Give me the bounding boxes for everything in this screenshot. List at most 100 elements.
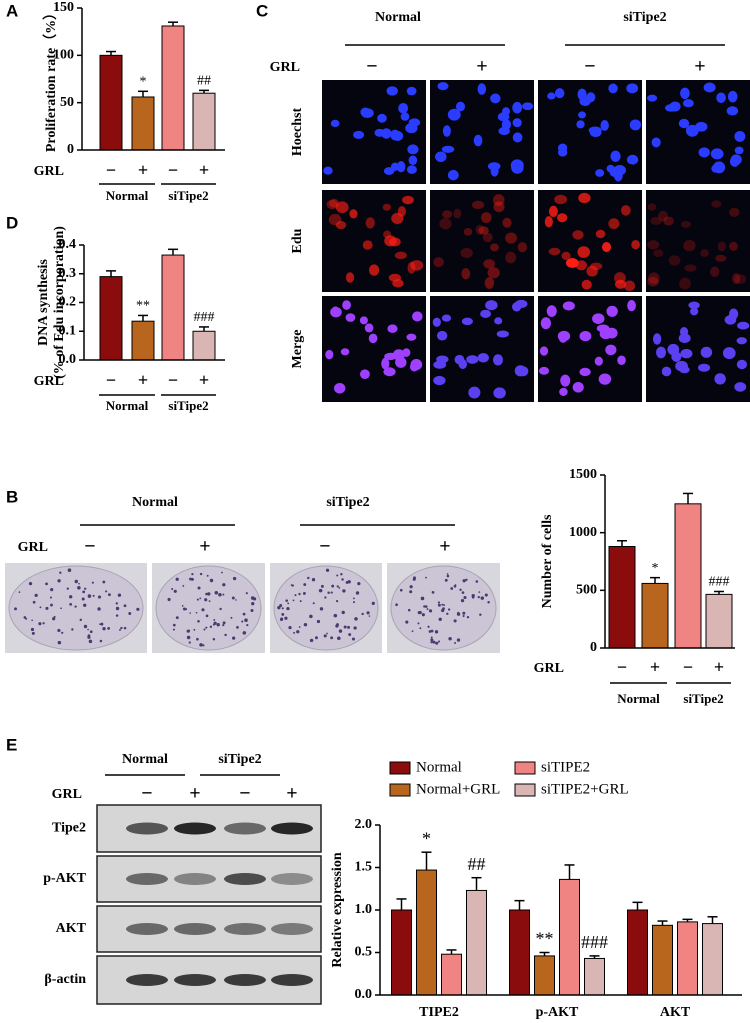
band [126, 822, 168, 835]
cell [703, 82, 716, 93]
colony [277, 605, 281, 610]
colony [119, 628, 121, 631]
cell [360, 107, 371, 117]
cell [700, 346, 713, 358]
colony [405, 620, 409, 624]
cell [345, 272, 355, 283]
cell [595, 169, 605, 177]
cell [441, 314, 452, 322]
sign: + [476, 56, 487, 78]
cell [663, 216, 674, 226]
significance: ** [136, 299, 150, 314]
cell [505, 232, 518, 244]
colony [213, 618, 216, 621]
cell [331, 306, 340, 317]
colony [281, 607, 284, 610]
colony [471, 593, 475, 598]
cell [433, 257, 444, 268]
cell [382, 203, 392, 211]
cell [557, 330, 571, 342]
colony [219, 607, 222, 611]
colony [136, 607, 140, 611]
colony [437, 601, 441, 604]
colony [287, 602, 290, 605]
colony [246, 623, 249, 627]
cell [483, 259, 496, 269]
cell [460, 247, 473, 259]
colony [231, 596, 235, 600]
band [224, 923, 266, 935]
colony [456, 638, 461, 642]
colony [45, 582, 48, 586]
cell [471, 200, 485, 210]
cell [437, 330, 448, 341]
significance: ** [536, 929, 554, 949]
colony [426, 608, 429, 610]
cell [400, 112, 410, 121]
bar [702, 923, 723, 996]
cell [447, 108, 461, 121]
colony [316, 619, 321, 624]
colony [123, 604, 127, 608]
cell [700, 249, 709, 257]
colony [31, 619, 33, 622]
colony [284, 616, 288, 620]
cell [678, 118, 690, 129]
cell [683, 239, 696, 252]
colony [181, 605, 184, 607]
cell [688, 301, 700, 309]
colony [427, 625, 430, 628]
colony [462, 611, 466, 615]
cell [484, 277, 495, 290]
y-tick-label: 500 [576, 583, 597, 598]
colony [361, 612, 364, 616]
cell [554, 194, 568, 205]
colony [206, 574, 209, 577]
colony [423, 605, 426, 608]
colony [311, 578, 316, 582]
row-label: GRL [34, 374, 64, 389]
colony [71, 628, 74, 631]
colony [34, 593, 38, 597]
cell [330, 119, 340, 128]
colony [298, 592, 301, 596]
colony [69, 602, 73, 606]
bar [641, 582, 669, 649]
cell [555, 88, 565, 99]
colony [79, 618, 83, 622]
y-tick-label: 0.0 [355, 987, 373, 1002]
cell [722, 347, 736, 360]
sign: + [694, 56, 705, 78]
cell [353, 130, 365, 139]
colony [99, 623, 101, 625]
panel-letter: B [6, 487, 18, 506]
colony [430, 638, 434, 642]
colony [214, 591, 219, 595]
colony [244, 618, 248, 622]
colony [330, 636, 334, 640]
cell [402, 195, 414, 205]
cell [325, 349, 334, 360]
cell [478, 226, 489, 235]
x-tick-label: − [106, 370, 116, 390]
colony [49, 596, 52, 599]
cell [326, 199, 338, 210]
colony [196, 637, 199, 641]
cell [502, 217, 512, 228]
colony [487, 601, 490, 604]
x-tick-label: TIPE2 [419, 1005, 459, 1020]
colony [89, 630, 93, 634]
colony [193, 628, 196, 631]
cell [335, 201, 349, 214]
cell [477, 353, 489, 363]
colony [66, 587, 69, 590]
cell [736, 337, 748, 345]
panel-letter: E [6, 735, 17, 754]
colony [28, 581, 33, 586]
colony [108, 593, 111, 597]
colony [14, 607, 17, 611]
band [224, 873, 266, 885]
cell [480, 309, 492, 318]
colony [59, 571, 62, 574]
row-label: β-actin [44, 972, 86, 987]
